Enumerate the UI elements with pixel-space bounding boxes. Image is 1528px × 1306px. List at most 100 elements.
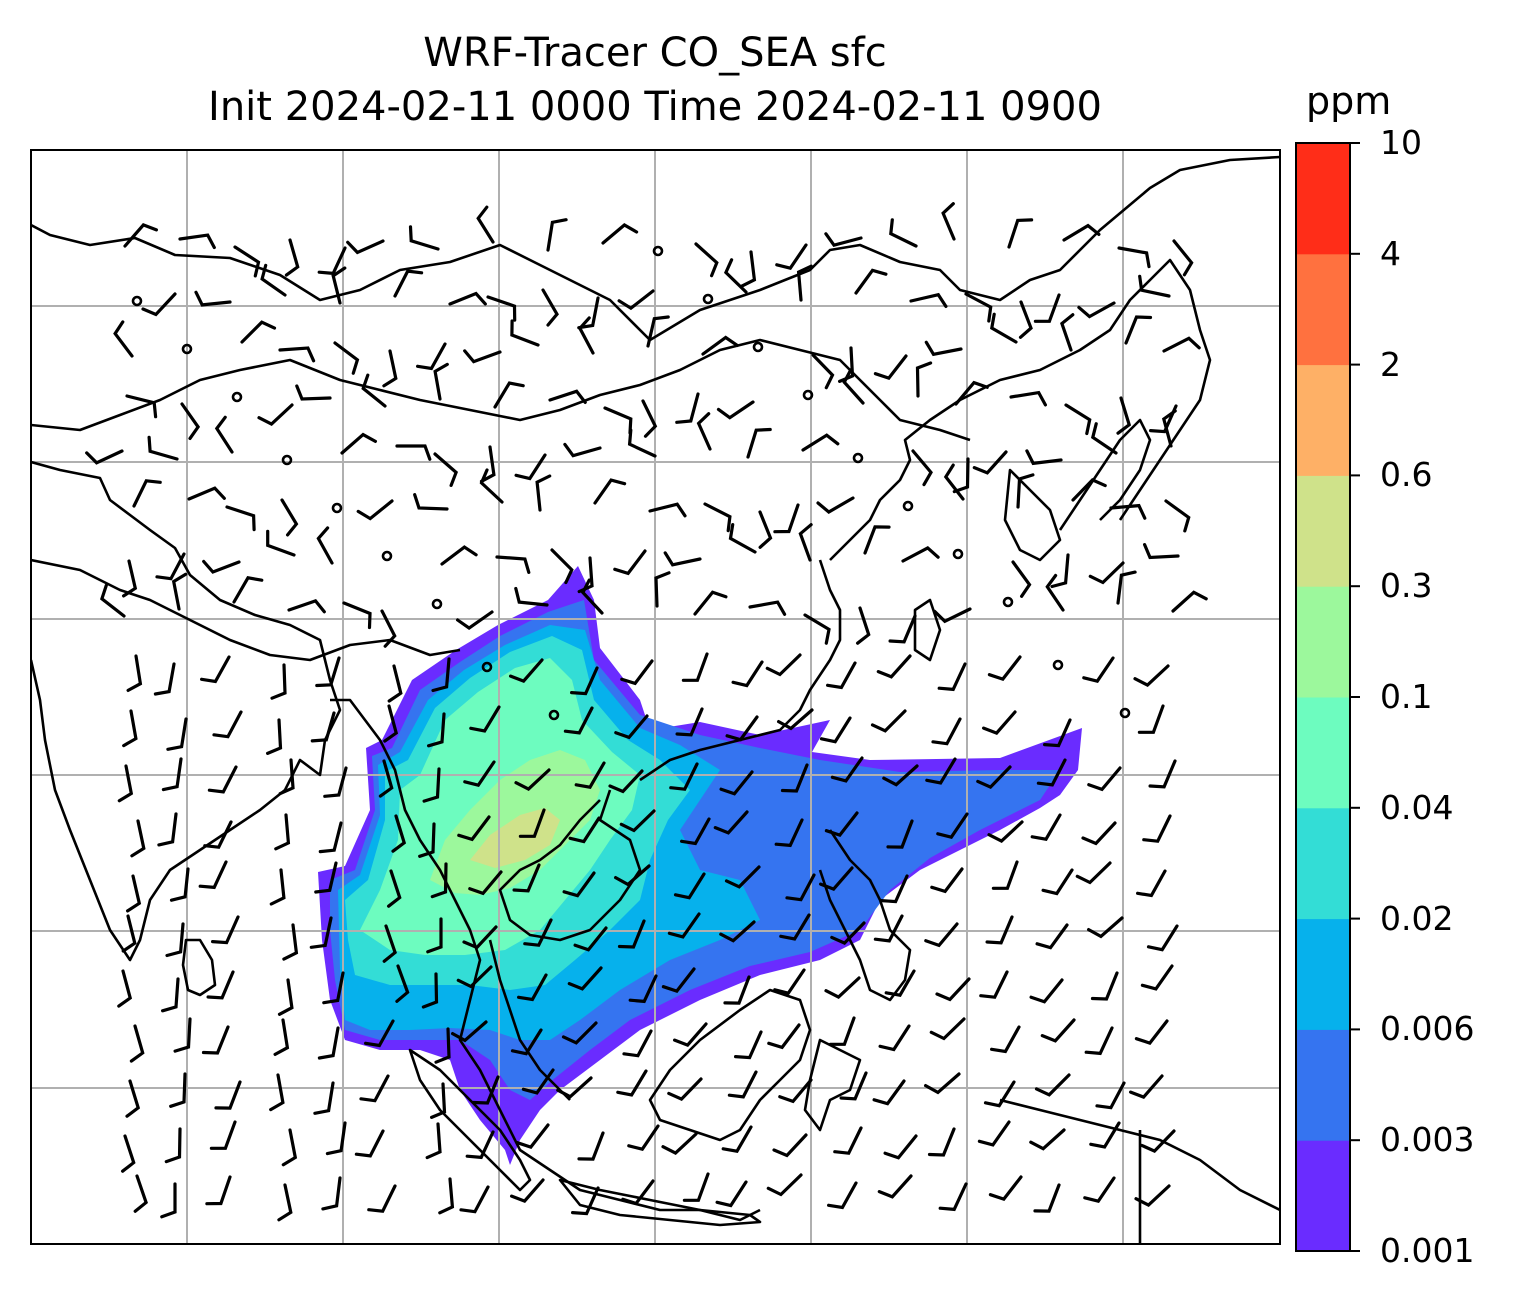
wind-barb <box>988 1175 1023 1201</box>
wind-barb <box>117 969 133 1008</box>
wind-barb <box>723 258 748 294</box>
wind-barb <box>225 505 256 532</box>
wind-barb <box>556 1076 593 1099</box>
wind-barb <box>1009 390 1047 407</box>
wind-barb <box>1162 336 1201 353</box>
wind-barb <box>122 559 138 598</box>
wind-barb <box>727 1070 758 1099</box>
wind-barb <box>943 463 965 501</box>
wind-barb <box>716 400 755 420</box>
wind-barb <box>214 415 234 454</box>
wind-barb <box>721 1125 753 1153</box>
colorbar-tick-label: 0.001 <box>1380 1231 1475 1270</box>
wind-barb <box>929 1017 966 1041</box>
wind-barb <box>873 354 908 380</box>
colorbar-tick-label: 4 <box>1380 233 1401 273</box>
wind-barb <box>155 552 186 581</box>
wind-barb <box>517 973 548 1002</box>
wind-barb <box>1011 560 1032 598</box>
wind-barb <box>933 607 972 624</box>
wind-barb <box>514 453 547 481</box>
wind-barb <box>495 555 531 574</box>
wind-barb <box>310 711 336 743</box>
wind-barb <box>1035 923 1069 950</box>
wind-barb <box>830 756 864 783</box>
wind-barb <box>673 872 706 900</box>
wind-barb <box>1142 814 1172 843</box>
wind-barb <box>277 1183 293 1222</box>
wind-barb <box>772 1133 808 1158</box>
wind-barb <box>927 1127 956 1157</box>
colorbar-band <box>1296 697 1350 809</box>
wind-barb <box>434 1027 451 1064</box>
wind-barb <box>964 292 993 323</box>
calm-wind-marker <box>1002 596 1014 608</box>
coast-japan <box>1058 418 1152 531</box>
coast-java <box>558 1178 762 1227</box>
wind-barb <box>468 870 503 896</box>
wind-barb <box>827 1181 858 1210</box>
wind-barb <box>954 380 989 406</box>
wind-barb <box>1075 861 1112 885</box>
wind-barb <box>673 1022 708 1047</box>
wind-barb <box>830 921 866 946</box>
wind-barb <box>430 1082 447 1119</box>
wind-barb <box>1040 1018 1076 1043</box>
wind-barb <box>180 402 201 440</box>
wind-barb <box>1016 473 1035 509</box>
wind-barb <box>1138 274 1171 298</box>
wind-barb <box>359 1074 390 1103</box>
wind-barb <box>214 1080 242 1110</box>
graticule <box>31 150 1280 1244</box>
wind-barb <box>1116 570 1137 605</box>
wind-barb <box>257 403 294 427</box>
coast-sulawesi <box>803 1038 862 1132</box>
wind-barb <box>232 576 264 604</box>
wind-barb <box>85 449 124 465</box>
wind-barb <box>281 1128 298 1167</box>
wind-barb <box>1164 499 1191 533</box>
wind-barb <box>577 1131 605 1161</box>
wind-barb <box>314 861 338 894</box>
wind-barb <box>1029 1128 1066 1151</box>
wind-barb <box>725 715 759 742</box>
calm-wind-marker <box>431 598 443 610</box>
wind-barb <box>1033 293 1061 323</box>
wind-barb <box>315 656 341 688</box>
wind-barb <box>413 493 449 511</box>
wind-barb <box>160 1182 177 1219</box>
wind-barb <box>675 707 704 737</box>
wind-barb <box>979 970 1009 999</box>
coast-sri-lanka <box>181 938 217 997</box>
wind-barb <box>924 340 963 357</box>
wind-barb <box>574 761 606 789</box>
wind-barb <box>627 1124 660 1152</box>
wind-barb <box>153 662 176 696</box>
coastlines <box>31 155 1280 1244</box>
calm-wind-marker <box>802 389 814 401</box>
wind-barb <box>117 764 134 803</box>
wind-barb <box>931 717 962 746</box>
colorbar-tick-label: 0.003 <box>1380 1120 1475 1160</box>
wind-barb <box>416 342 447 371</box>
wind-barb <box>627 428 657 458</box>
wind-barb <box>201 1025 230 1055</box>
wind-barb <box>982 710 1017 735</box>
wind-barb <box>479 445 496 483</box>
wind-barb <box>880 874 909 904</box>
calm-wind-marker <box>281 454 293 466</box>
wind-barb <box>331 266 347 305</box>
wind-barb <box>1140 964 1174 991</box>
wind-barb <box>422 767 441 803</box>
wind-barb <box>734 1030 763 1060</box>
wind-barb <box>548 389 587 404</box>
colorbar-band <box>1296 1140 1350 1252</box>
wind-barb <box>383 704 399 743</box>
wind-barb <box>309 916 333 949</box>
wind-barb <box>395 964 410 1003</box>
wind-barb <box>1025 449 1063 466</box>
wind-barb <box>1033 1183 1061 1213</box>
wind-barb <box>803 613 831 645</box>
wind-barb <box>1018 300 1033 339</box>
wind-barb <box>1036 758 1067 787</box>
